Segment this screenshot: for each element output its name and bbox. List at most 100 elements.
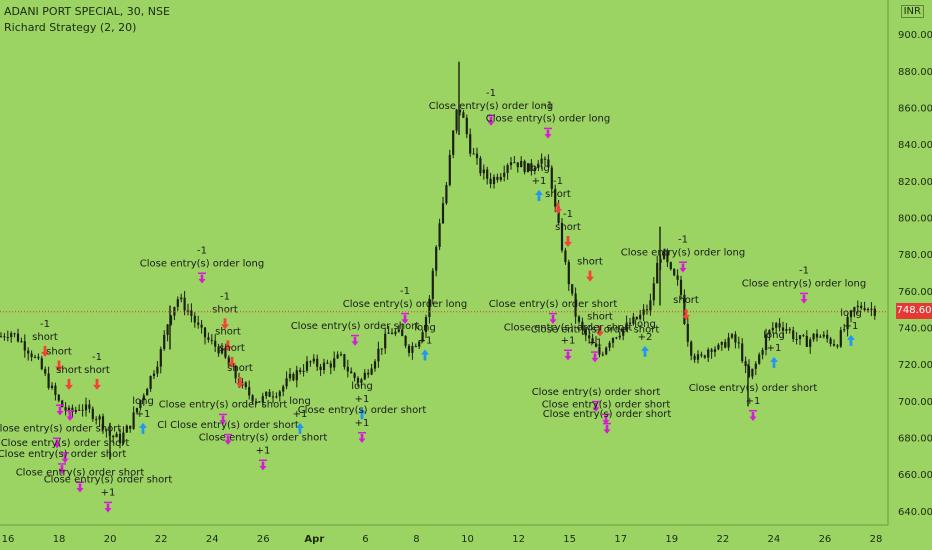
- signal-long: long +1: [351, 381, 373, 420]
- signal-close: Close entry(s) order short: [159, 400, 287, 425]
- candle-body: [98, 416, 101, 420]
- chart-title[interactable]: ADANI PORT SPECIAL, 30, NSE: [4, 5, 170, 18]
- signal-label: +1: [256, 446, 271, 457]
- candle-body: [339, 354, 343, 356]
- candle-body: [839, 330, 842, 347]
- candle-body: [387, 332, 390, 334]
- candle-body: [50, 385, 54, 388]
- candle-body: [319, 366, 322, 371]
- candle-body: [537, 163, 540, 168]
- signal-label: Close entry(s) order long: [140, 259, 264, 270]
- candle-body: [16, 333, 20, 342]
- candle-body: [625, 322, 628, 329]
- y-tick-label: 760.00: [898, 287, 932, 298]
- signal-label: long: [351, 381, 373, 392]
- candle-body: [458, 109, 462, 113]
- candle-body: [679, 279, 683, 295]
- candle-body: [248, 387, 251, 396]
- signal-close: -1 Close entry(s) order long: [621, 235, 745, 273]
- candle-body: [152, 373, 156, 377]
- close-marker-arrow-icon: [351, 336, 359, 346]
- signal-label: Close entry(s) order short: [199, 433, 328, 444]
- candle-body: [445, 185, 448, 204]
- x-tick-label: 19: [665, 534, 678, 545]
- long-arrow-icon: [847, 334, 855, 346]
- candle-body: [798, 335, 802, 340]
- close-marker-icon: [58, 463, 66, 465]
- candle-body: [288, 373, 292, 379]
- close-marker-arrow-icon: [53, 439, 61, 449]
- short-arrow-icon: [65, 378, 73, 390]
- candle-body: [180, 297, 183, 300]
- candle-body: [441, 203, 445, 224]
- close-marker-arrow-icon: [549, 314, 557, 324]
- signal-label: Close entry(s) order short: [489, 299, 618, 310]
- candle-body: [135, 408, 139, 413]
- signal-label: short: [545, 189, 571, 200]
- candle-body: [10, 333, 13, 338]
- candle-body: [360, 379, 363, 383]
- candle-body: [608, 342, 611, 348]
- candle-body: [509, 162, 513, 166]
- candle-body: [526, 163, 530, 173]
- candle-body: [418, 341, 421, 347]
- short-arrow-icon: [228, 356, 237, 368]
- signal-label: -1: [220, 291, 230, 302]
- close-marker-arrow-icon: [602, 415, 610, 425]
- candle-body: [265, 391, 268, 397]
- candle-body: [129, 425, 132, 429]
- candle-body: [258, 401, 261, 403]
- close-marker-arrow-icon: [679, 263, 687, 273]
- candle-body: [169, 315, 173, 325]
- candle-body: [462, 112, 465, 118]
- close-marker-arrow-icon: [401, 314, 409, 324]
- candle-body: [431, 270, 434, 299]
- short-arrow-icon: [596, 325, 604, 337]
- candle-body: [61, 400, 64, 408]
- candle-body: [95, 419, 98, 421]
- signal-close: Close entry(s) order short: [542, 400, 670, 425]
- candle-body: [57, 394, 60, 401]
- candle-body: [390, 332, 394, 334]
- close-marker-arrow-icon: [104, 503, 112, 513]
- signal-label: short: [84, 365, 110, 376]
- candle-body: [346, 366, 349, 372]
- candle-body: [380, 348, 383, 350]
- close-marker-arrow-icon: [603, 424, 611, 434]
- signal-label: -1: [553, 176, 563, 187]
- candle-body: [401, 329, 404, 337]
- signal-label: -1: [92, 352, 102, 363]
- candle-body: [809, 339, 812, 347]
- candle-body: [775, 323, 778, 328]
- candle-body: [815, 333, 819, 338]
- signal-close: Close entry(s) order short: [16, 468, 144, 493]
- signal-label: Close entry(s) order short: [298, 405, 427, 416]
- candle-body: [214, 340, 217, 347]
- close-marker-arrow-icon: [76, 483, 84, 493]
- signal-close: Close entry(s) order short +1: [44, 475, 173, 513]
- candle-body: [523, 160, 526, 173]
- close-marker-icon: [219, 413, 227, 416]
- strategy-label[interactable]: Richard Strategy (2, 20): [4, 21, 137, 34]
- long-arrow-icon: [358, 408, 366, 420]
- candle-body: [802, 335, 805, 337]
- candle-body: [146, 388, 149, 396]
- close-marker-icon: [564, 349, 572, 351]
- close-marker-arrow-icon: [259, 461, 267, 471]
- candle-body: [47, 373, 50, 388]
- candle-body: [370, 368, 373, 375]
- signal-label: +2: [638, 332, 653, 343]
- candle-body: [251, 395, 254, 402]
- candle-body: [778, 323, 781, 328]
- signal-label: Close entry(s) order short: [291, 321, 420, 332]
- candle-body: [642, 309, 645, 315]
- candle-body: [632, 316, 635, 324]
- candle-body: [424, 317, 428, 332]
- signal-label: Close entry(s) order short: [44, 475, 173, 486]
- signal-label: short: [215, 326, 241, 337]
- signal-close: Close entry(s) order short +1: [504, 323, 632, 361]
- candle-body: [475, 153, 479, 159]
- signal-label: +1: [293, 409, 308, 420]
- candle-body: [846, 316, 849, 330]
